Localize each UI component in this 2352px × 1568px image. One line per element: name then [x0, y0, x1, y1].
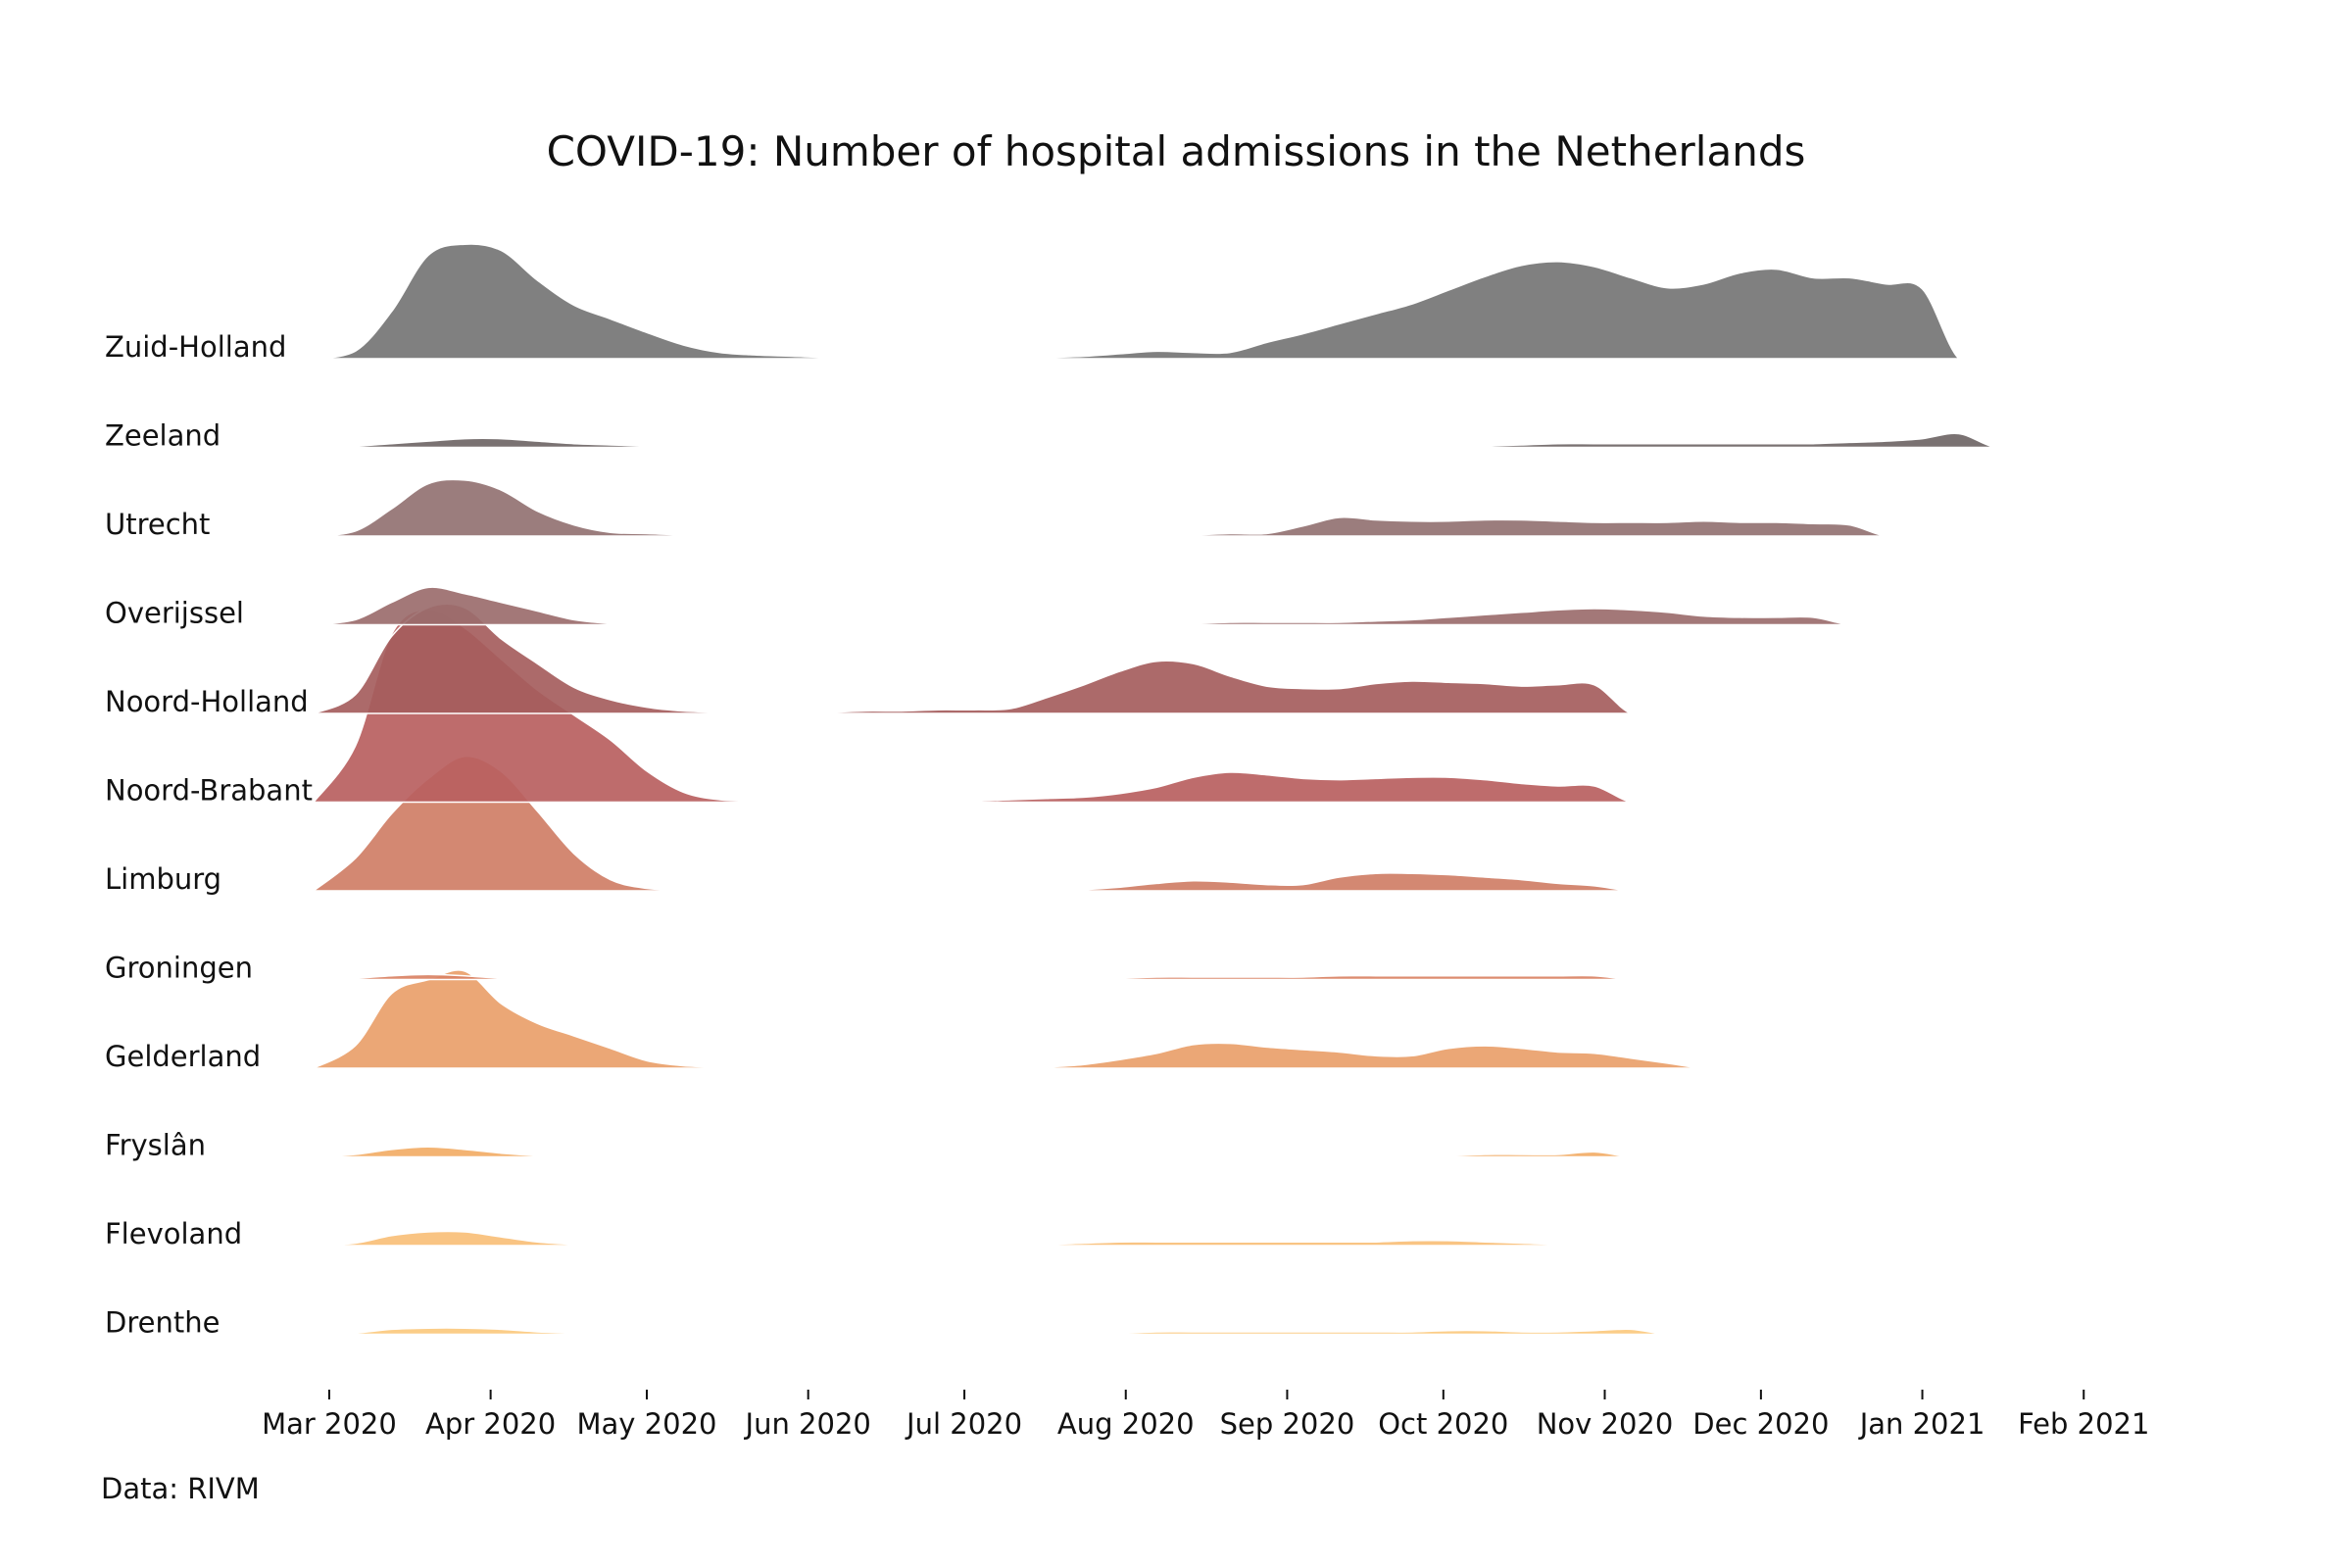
x-tick-label: Dec 2020 [1692, 1407, 1829, 1441]
x-tick-label: Oct 2020 [1378, 1407, 1508, 1441]
row-label-gelderland: Gelderland [105, 1040, 261, 1073]
row-label-overijssel: Overijssel [105, 597, 244, 630]
x-tick-label: Aug 2020 [1057, 1407, 1195, 1441]
row-label-flevoland: Flevoland [105, 1217, 242, 1250]
ridge-utrecht [313, 478, 2146, 537]
ridge-noord-holland [313, 603, 2147, 714]
x-tick-label: Nov 2020 [1537, 1407, 1674, 1441]
x-tick-label: Apr 2020 [425, 1407, 556, 1441]
ridge-gelderland [313, 969, 2146, 1069]
ridge-flevoland [313, 1230, 2146, 1247]
chart-title: COVID-19: Number of hospital admissions … [546, 127, 1806, 175]
row-label-noord-brabant: Noord-Brabant [105, 774, 313, 808]
ridge-frysl-n [313, 1146, 2146, 1158]
row-label-zuid-holland: Zuid-Holland [105, 330, 286, 364]
ridge-overijssel [313, 586, 2146, 626]
ridge-zuid-holland [313, 243, 2146, 360]
row-label-utrecht: Utrecht [105, 508, 210, 541]
x-tick-label: Sep 2020 [1220, 1407, 1355, 1441]
ridge-series-group [311, 243, 2147, 1336]
x-axis: Mar 2020 Apr 2020 May 2020 Jun 2020 Jul 2020… [262, 1390, 2149, 1441]
ridge-drenthe [313, 1327, 2146, 1336]
row-label-noord-holland: Noord-Holland [105, 685, 309, 718]
ridge-groningen [313, 973, 2146, 981]
row-label-limburg: Limburg [105, 862, 221, 896]
ridge-noord-brabant [312, 608, 2146, 804]
row-label-frysl-n: Fryslân [105, 1129, 206, 1162]
x-tick-label: Jan 2021 [1858, 1407, 1985, 1441]
x-tick-label: Jun 2020 [744, 1407, 871, 1441]
row-labels-group: Zuid-Holland Zeeland Utrecht Overijssel Noor… [105, 330, 313, 1340]
x-tick-label: Mar 2020 [262, 1407, 397, 1441]
row-label-zeeland: Zeeland [105, 419, 220, 453]
ridge-zeeland [313, 432, 2146, 449]
x-tick-label: May 2020 [577, 1407, 717, 1441]
x-tick-label: Feb 2021 [2018, 1407, 2149, 1441]
x-tick-label: Jul 2020 [905, 1407, 1022, 1441]
row-label-drenthe: Drenthe [105, 1306, 220, 1340]
row-label-groningen: Groningen [105, 952, 253, 985]
source-note: Data: RIVM [101, 1472, 260, 1505]
